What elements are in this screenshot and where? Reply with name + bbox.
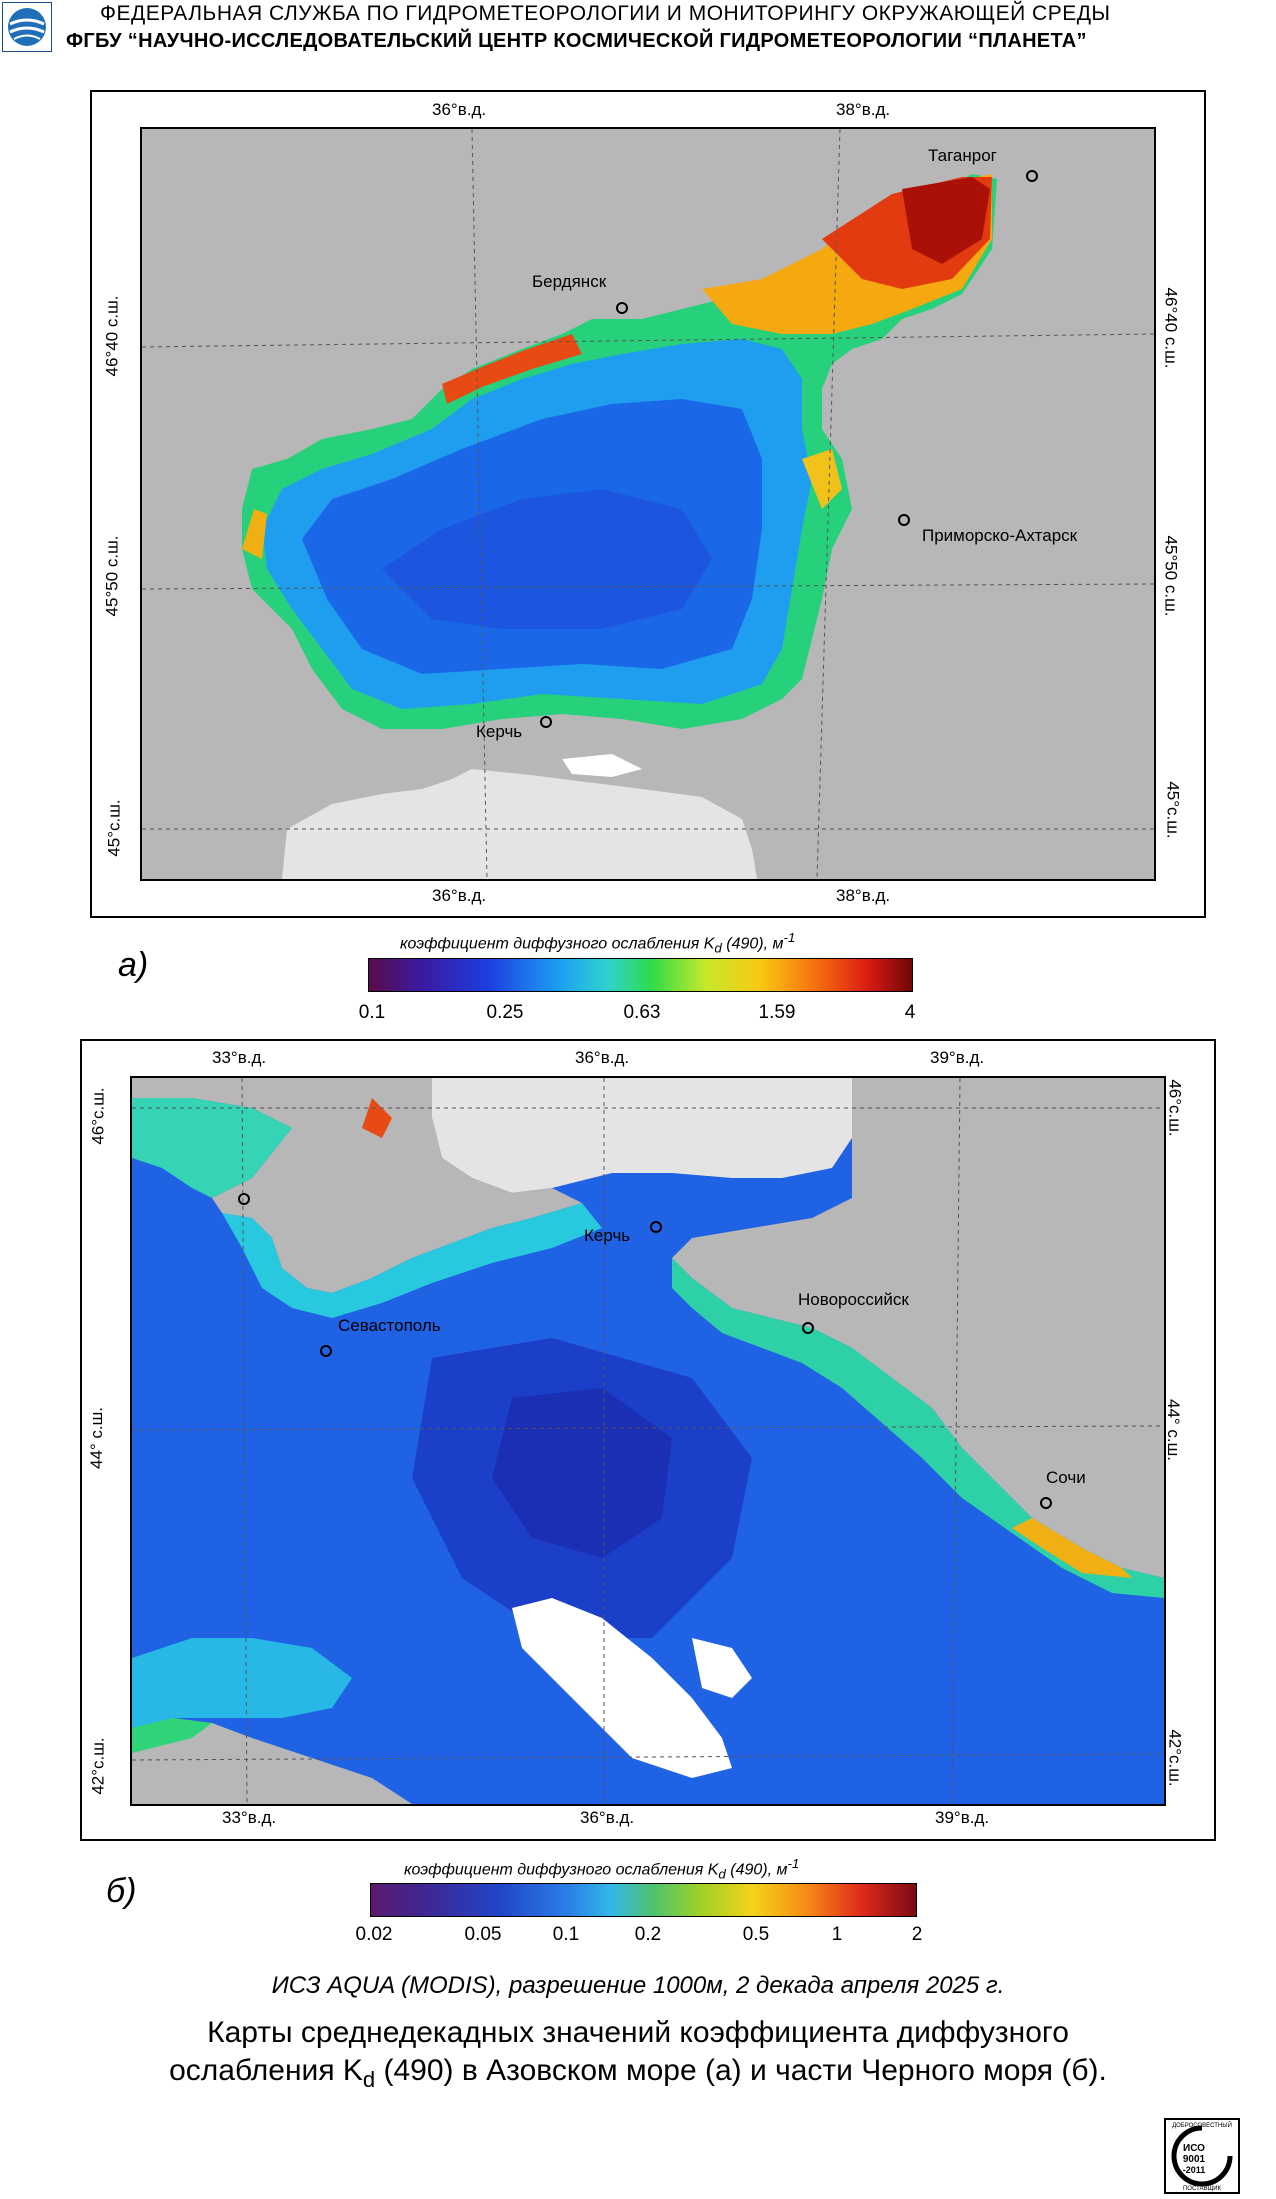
colorbar-a-title: коэффициент диффузного ослабления Kd (49…	[400, 930, 796, 956]
map-a-lat-left-4640: 46°40 с.ш.	[102, 295, 122, 377]
colorbar-b-tick: 0.5	[742, 1924, 770, 1945]
figure-caption: Карты среднедекадных значений коэффициен…	[0, 2014, 1276, 2099]
city-label-sochi: Сочи	[1046, 1468, 1086, 1487]
colorbar-b-tick: 0.1	[552, 1924, 580, 1945]
colorbar-a	[368, 958, 913, 992]
city-marker-novorossiysk	[802, 1322, 814, 1334]
map-b-lat-left-46: 46°с.ш.	[88, 1087, 108, 1145]
map-a-lon-bottom-36: 36°в.д.	[432, 886, 487, 905]
city-label-sevastopol: Севастополь	[338, 1316, 441, 1335]
map-b-lon-top-39: 39°в.д.	[930, 1048, 985, 1067]
city-marker-kerch-a	[540, 716, 552, 728]
map-b-lon-top-33: 33°в.д.	[212, 1048, 267, 1067]
panel-label-b: б)	[106, 1872, 137, 1910]
city-marker-berdyansk	[616, 302, 628, 314]
colorbar-b-tick: 0.05	[464, 1924, 502, 1945]
planeta-logo	[1, 1, 53, 53]
colorbar-b-tick: 2	[911, 1924, 923, 1945]
caption-line-2: ослабления Kd (490) в Азовском море (а) …	[169, 2054, 1107, 2092]
satellite-subtitle: ИСЗ AQUA (MODIS), разрешение 1000м, 2 де…	[271, 1972, 1005, 1999]
city-marker-taganrog	[1026, 170, 1038, 182]
colorbar-b-tick: 0.02	[355, 1924, 393, 1945]
colorbar-a-tick: 0.1	[358, 1002, 386, 1023]
svg-text:ИСО: ИСО	[1183, 2143, 1205, 2154]
map-b-lat-right-46: 46°с.ш.	[1165, 1079, 1185, 1137]
colorbar-a-tick: 0.25	[486, 1002, 524, 1023]
map-b-lat-left-44: 44° с.ш.	[87, 1406, 107, 1470]
city-marker-primorsko-akhtarsk	[898, 514, 910, 526]
map-b-lat-left-42: 42°с.ш.	[88, 1737, 108, 1795]
map-b-lat-right-44: 44° с.ш.	[1164, 1398, 1184, 1462]
colorbar-b-tick: 0.2	[634, 1924, 662, 1945]
city-marker-unnamed	[238, 1193, 250, 1205]
map-a-lon-top-38: 38°в.д.	[836, 100, 891, 119]
city-marker-sevastopol	[320, 1345, 332, 1357]
colorbar-b-title: коэффициент диффузного ослабления Kd (49…	[404, 1856, 800, 1882]
colorbar-b	[370, 1883, 917, 1917]
city-marker-sochi	[1040, 1497, 1052, 1509]
city-marker-kerch-b	[650, 1221, 662, 1233]
map-b-lat-right-42: 42°с.ш.	[1165, 1729, 1185, 1787]
city-label-taganrog: Таганрог	[928, 146, 997, 165]
header-center: ФГБУ “НАУЧНО-ИССЛЕДОВАТЕЛЬСКИЙ ЦЕНТР КОС…	[66, 30, 1087, 52]
panel-label-a: а)	[118, 946, 149, 984]
map-b-lon-bottom-36: 36°в.д.	[580, 1808, 635, 1827]
map-a-lon-bottom-38: 38°в.д.	[836, 886, 891, 905]
iso-certificate-badge: ДОБРОСОВЕСТНЫЙ ИСО 9001 -2011 ПОСТАВЩИК	[1164, 2118, 1240, 2194]
header-agency: ФЕДЕРАЛЬНАЯ СЛУЖБА ПО ГИДРОМЕТЕОРОЛОГИИ …	[100, 2, 1111, 25]
caption-line-1: Карты среднедекадных значений коэффициен…	[207, 2016, 1069, 2049]
svg-text:ПОСТАВЩИК: ПОСТАВЩИК	[1183, 2186, 1222, 2192]
svg-text:-2011: -2011	[1183, 2165, 1206, 2175]
map-b-image[interactable]	[130, 1076, 1166, 1806]
colorbar-a-tick: 1.59	[758, 1002, 796, 1023]
colorbar-a-tick: 4	[904, 1002, 916, 1023]
colorbar-b-tick: 1	[831, 1924, 843, 1945]
map-a-lat-left-4550: 45°50 с.ш.	[102, 535, 122, 617]
city-label-primorsko-akhtarsk: Приморско-Ахтарск	[922, 526, 1078, 545]
city-label-novorossiysk: Новороссийск	[798, 1290, 909, 1309]
map-a-image[interactable]	[140, 127, 1156, 881]
city-label-kerch-b: Керчь	[584, 1226, 631, 1245]
map-a-lat-right-45: 45°с.ш.	[1163, 781, 1183, 839]
map-a-lat-right-4640: 46°40 с.ш.	[1161, 287, 1181, 369]
map-a-lon-top-36: 36°в.д.	[432, 100, 487, 119]
colorbar-a-tick: 0.63	[623, 1002, 661, 1023]
svg-text:9001: 9001	[1183, 2154, 1206, 2165]
map-a-lat-left-45: 45°с.ш.	[104, 799, 124, 857]
city-label-berdyansk: Бердянск	[532, 272, 607, 291]
map-b-lon-bottom-39: 39°в.д.	[935, 1808, 990, 1827]
city-label-kerch-a: Керчь	[476, 722, 523, 741]
svg-text:ДОБРОСОВЕСТНЫЙ: ДОБРОСОВЕСТНЫЙ	[1172, 2121, 1232, 2129]
map-b-lon-top-36: 36°в.д.	[575, 1048, 630, 1067]
map-a-lat-right-4550: 45°50 с.ш.	[1161, 535, 1181, 617]
map-b-lon-bottom-33: 33°в.д.	[222, 1808, 277, 1827]
